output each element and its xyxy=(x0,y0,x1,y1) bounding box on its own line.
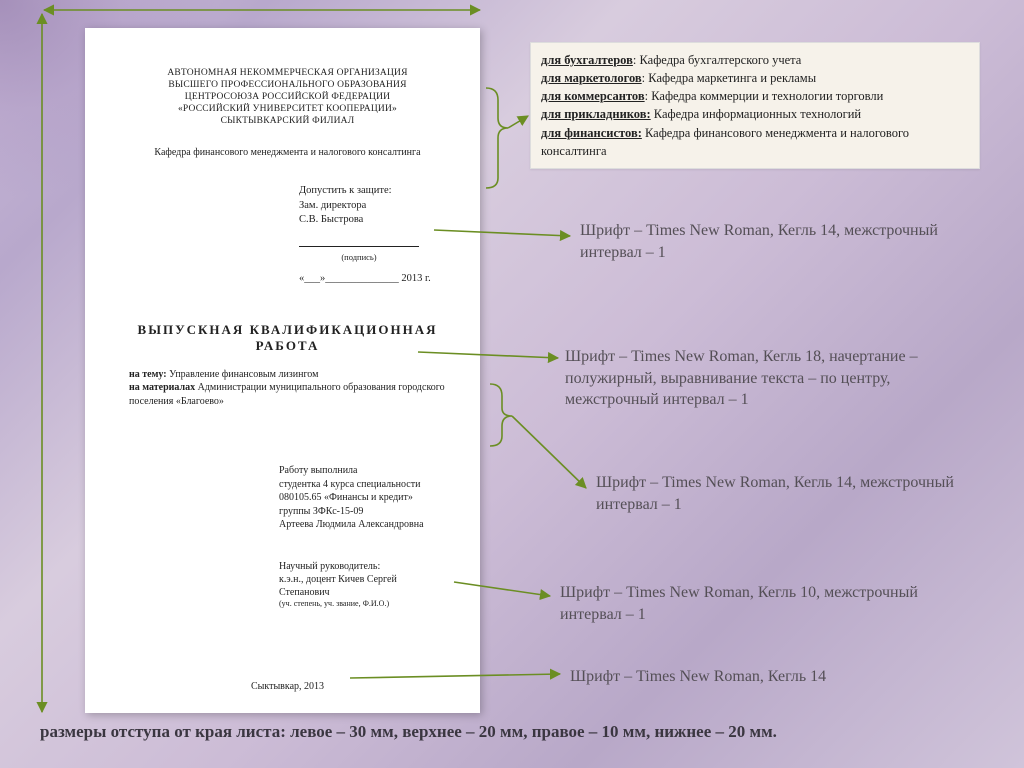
topic-text: Управление финансовым лизингом xyxy=(169,369,318,380)
document-page: АВТОНОМНАЯ НЕКОММЕРЧЕСКАЯ ОРГАНИЗАЦИЯ ВЫ… xyxy=(85,28,480,713)
student-line: Артеева Людмила Александровна xyxy=(279,518,446,532)
departments-callout: для бухгалтеров: Кафедра бухгалтерского … xyxy=(530,42,980,169)
thesis-title: ВЫПУСКНАЯ КВАЛИФИКАЦИОННАЯ РАБОТА xyxy=(129,322,446,354)
admit-l2: Зам. директора xyxy=(299,199,446,213)
org-line: АВТОНОМНАЯ НЕКОММЕРЧЕСКАЯ ОРГАНИЗАЦИЯ xyxy=(129,68,446,80)
advisor-block: Научный руководитель: к.э.н., доцент Кич… xyxy=(279,560,446,609)
topic-label: на тему: xyxy=(129,369,167,380)
admit-l1: Допустить к защите: xyxy=(299,184,446,198)
dept-row: для финансистов: Кафедра финансового мен… xyxy=(541,124,969,160)
admit-l3: С.В. Быстрова xyxy=(299,213,446,227)
student-line: студентка 4 курса специальности xyxy=(279,478,446,492)
annotation-font-4: Шрифт – Times New Roman, Кегль 10, межст… xyxy=(560,582,920,625)
annotation-font-1: Шрифт – Times New Roman, Кегль 14, межст… xyxy=(580,220,940,263)
org-line: «РОССИЙСКИЙ УНИВЕРСИТЕТ КООПЕРАЦИИ» xyxy=(129,104,446,116)
student-line: 080105.65 «Финансы и кредит» xyxy=(279,491,446,505)
org-line: ВЫСШЕГО ПРОФЕССИОНАЛЬНОГО ОБРАЗОВАНИЯ xyxy=(129,80,446,92)
annotation-font-3: Шрифт – Times New Roman, Кегль 14, межст… xyxy=(596,472,956,515)
org-block: АВТОНОМНАЯ НЕКОММЕРЧЕСКАЯ ОРГАНИЗАЦИЯ ВЫ… xyxy=(129,68,446,127)
admit-block: Допустить к защите: Зам. директора С.В. … xyxy=(299,184,446,285)
department-line: Кафедра финансового менеджмента и налого… xyxy=(129,147,446,158)
signature-label: (подпись) xyxy=(299,252,419,263)
annotation-font-2: Шрифт – Times New Roman, Кегль 18, начер… xyxy=(565,346,965,411)
topic-block: на тему: Управление финансовым лизингом … xyxy=(129,368,446,409)
student-line: группы ЗФКс-15-09 xyxy=(279,505,446,519)
dept-row: для бухгалтеров: Кафедра бухгалтерского … xyxy=(541,51,969,69)
margins-note: размеры отступа от края листа: левое – 3… xyxy=(40,722,777,742)
dept-row: для маркетологов: Кафедра маркетинга и р… xyxy=(541,69,969,87)
signature-line xyxy=(299,237,419,247)
city-year: Сыктывкар, 2013 xyxy=(129,681,446,692)
student-line: Работу выполнила xyxy=(279,464,446,478)
advisor-meta: (уч. степень, уч. звание, Ф.И.О.) xyxy=(279,599,446,609)
advisor-line: Научный руководитель: xyxy=(279,560,446,573)
admit-date: «___»______________ 2013 г. xyxy=(299,272,446,286)
dept-row: для прикладников: Кафедра информационных… xyxy=(541,105,969,123)
annotation-font-5: Шрифт – Times New Roman, Кегль 14 xyxy=(570,666,950,688)
student-block: Работу выполнила студентка 4 курса специ… xyxy=(279,464,446,532)
materials-label: на материалах xyxy=(129,382,195,393)
org-line: ЦЕНТРОСОЮЗА РОССИЙСКОЙ ФЕДЕРАЦИИ xyxy=(129,92,446,104)
org-line: СЫКТЫВКАРСКИЙ ФИЛИАЛ xyxy=(129,116,446,128)
advisor-line: к.э.н., доцент Кичев Сергей Степанович xyxy=(279,573,446,599)
dept-row: для коммерсантов: Кафедра коммерции и те… xyxy=(541,87,969,105)
